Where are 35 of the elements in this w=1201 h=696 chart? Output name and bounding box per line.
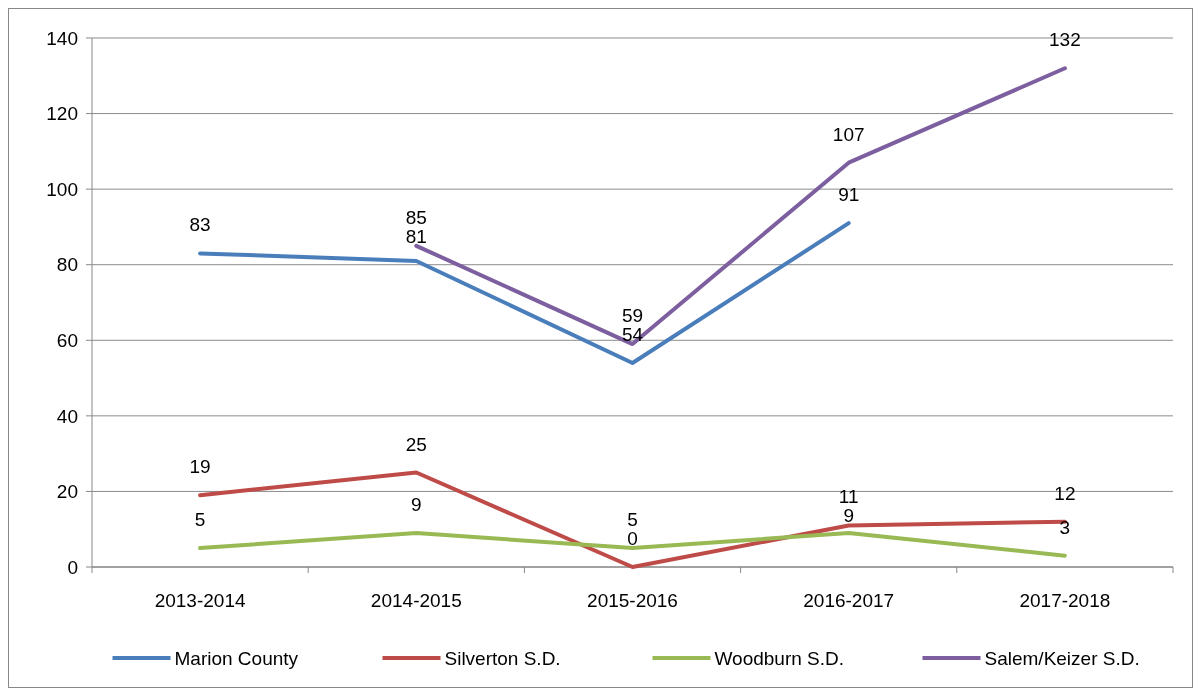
y-tick-label: 40 — [56, 405, 78, 427]
data-label: 5 — [194, 509, 206, 531]
y-tick-label: 60 — [56, 329, 78, 351]
data-label: 0 — [627, 528, 638, 550]
data-label: 11 — [838, 486, 859, 508]
legend-label: Woodburn S.D. — [714, 647, 845, 669]
legend-label: Silverton S.D. — [444, 647, 561, 669]
legend-label: Marion County — [174, 647, 299, 669]
y-tick-label: 140 — [46, 27, 78, 49]
data-label: 9 — [843, 505, 854, 527]
data-label: 5 — [627, 509, 638, 531]
y-tick-label: 0 — [67, 556, 78, 578]
data-label: 59 — [621, 305, 644, 327]
data-label: 3 — [1059, 516, 1071, 538]
x-tick-label: 2015-2016 — [587, 590, 678, 611]
data-label: 12 — [1054, 482, 1076, 504]
y-tick-label: 120 — [46, 103, 78, 125]
data-label: 25 — [405, 433, 427, 455]
x-tick-label: 2016-2017 — [803, 590, 895, 611]
x-tick-label: 2013-2014 — [154, 590, 246, 611]
data-label: 132 — [1049, 29, 1081, 51]
y-tick-label: 80 — [56, 254, 78, 276]
data-label: 85 — [405, 206, 427, 228]
data-label: 107 — [832, 123, 865, 145]
data-label: 19 — [189, 456, 211, 478]
y-tick-label: 20 — [56, 481, 78, 503]
data-label: 54 — [621, 324, 644, 346]
data-label: 83 — [189, 214, 211, 236]
data-label: 91 — [838, 184, 860, 206]
data-label: 9 — [411, 493, 422, 515]
x-tick-label: 2017-2018 — [1019, 590, 1111, 611]
data-label: 81 — [405, 225, 427, 247]
legend-label: Salem/Keizer S.D. — [984, 647, 1140, 669]
x-tick-label: 2014-2015 — [370, 590, 462, 611]
y-tick-label: 100 — [46, 178, 78, 200]
